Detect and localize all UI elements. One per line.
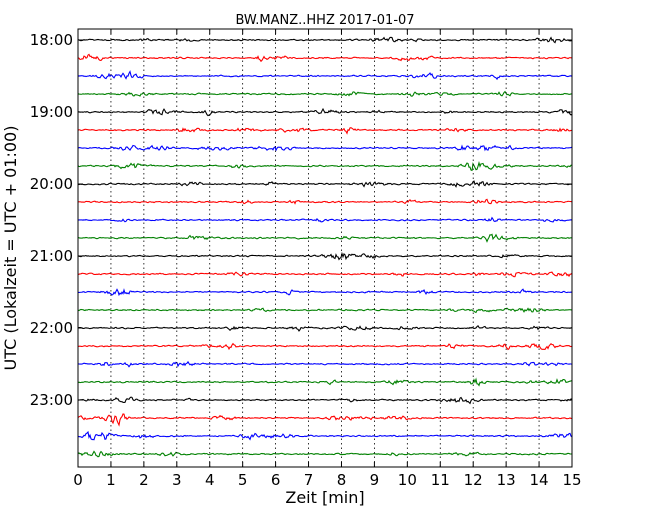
trace-line-1845: [77, 90, 573, 97]
trace-line-2330: [77, 430, 573, 441]
y-axis-label: UTC (Lokalzeit = UTC + 01:00): [1, 126, 20, 371]
trace-line-2200: [77, 325, 572, 332]
x-tick-label: 2: [139, 471, 149, 489]
x-tick-label: 8: [337, 471, 347, 489]
y-tick-label: 21:00: [30, 247, 73, 265]
y-tick-label: 18:00: [30, 31, 73, 49]
x-axis-label: Zeit [min]: [285, 488, 364, 507]
x-tick-label: 10: [398, 471, 417, 489]
x-tick-label: 9: [370, 471, 380, 489]
x-tick-label: 1: [106, 471, 116, 489]
trace-line-2115: [77, 271, 573, 278]
grid-layer: [110, 29, 540, 467]
ticks-layer: 0 1 2 3 4 5 6 7 8 9 10 11 12 13 14 1518:0019:0020:0021:…: [30, 29, 582, 489]
x-tick-label: 12: [464, 471, 483, 489]
trace-line-2300: [77, 396, 573, 405]
trace-line-2245: [77, 377, 573, 387]
trace-line-2315: [77, 413, 573, 427]
y-tick-label: 22:00: [30, 319, 73, 337]
x-tick-label: 13: [497, 471, 516, 489]
x-tick-label: 0: [73, 471, 83, 489]
trace-line-2000: [77, 180, 573, 188]
trace-line-2045: [77, 233, 573, 243]
x-tick-label: 11: [431, 471, 450, 489]
trace-line-1830: [77, 70, 573, 81]
y-tick-label: 23:00: [30, 391, 73, 409]
y-tick-label: 20:00: [30, 175, 73, 193]
trace-line-2145: [77, 307, 573, 314]
x-tick-label: 5: [238, 471, 248, 489]
trace-line-2345: [77, 450, 573, 458]
x-tick-label: 7: [304, 471, 314, 489]
trace-line-2015: [77, 198, 573, 205]
x-tick-label: 3: [172, 471, 182, 489]
plot-frame: [77, 28, 573, 468]
trace-line-2100: [77, 251, 573, 261]
trace-line-1945: [77, 160, 573, 172]
y-tick-label: 19:00: [30, 103, 73, 121]
trace-line-2215: [77, 342, 573, 351]
trace-line-2130: [77, 288, 573, 297]
x-tick-label: 6: [271, 471, 281, 489]
chart-title: BW.MANZ..HHZ 2017-01-07: [235, 13, 414, 28]
x-tick-label: 4: [205, 471, 215, 489]
trace-line-1900: [77, 107, 573, 117]
trace-line-1800: [77, 36, 573, 44]
x-tick-label: 15: [562, 471, 581, 489]
trace-line-1815: [77, 53, 573, 63]
traces-layer: [77, 36, 573, 458]
x-tick-label: 14: [530, 471, 549, 489]
trace-line-1915: [77, 127, 573, 135]
trace-line-2230: [77, 360, 573, 368]
trace-line-1930: [77, 144, 573, 152]
trace-line-2030: [77, 216, 573, 223]
